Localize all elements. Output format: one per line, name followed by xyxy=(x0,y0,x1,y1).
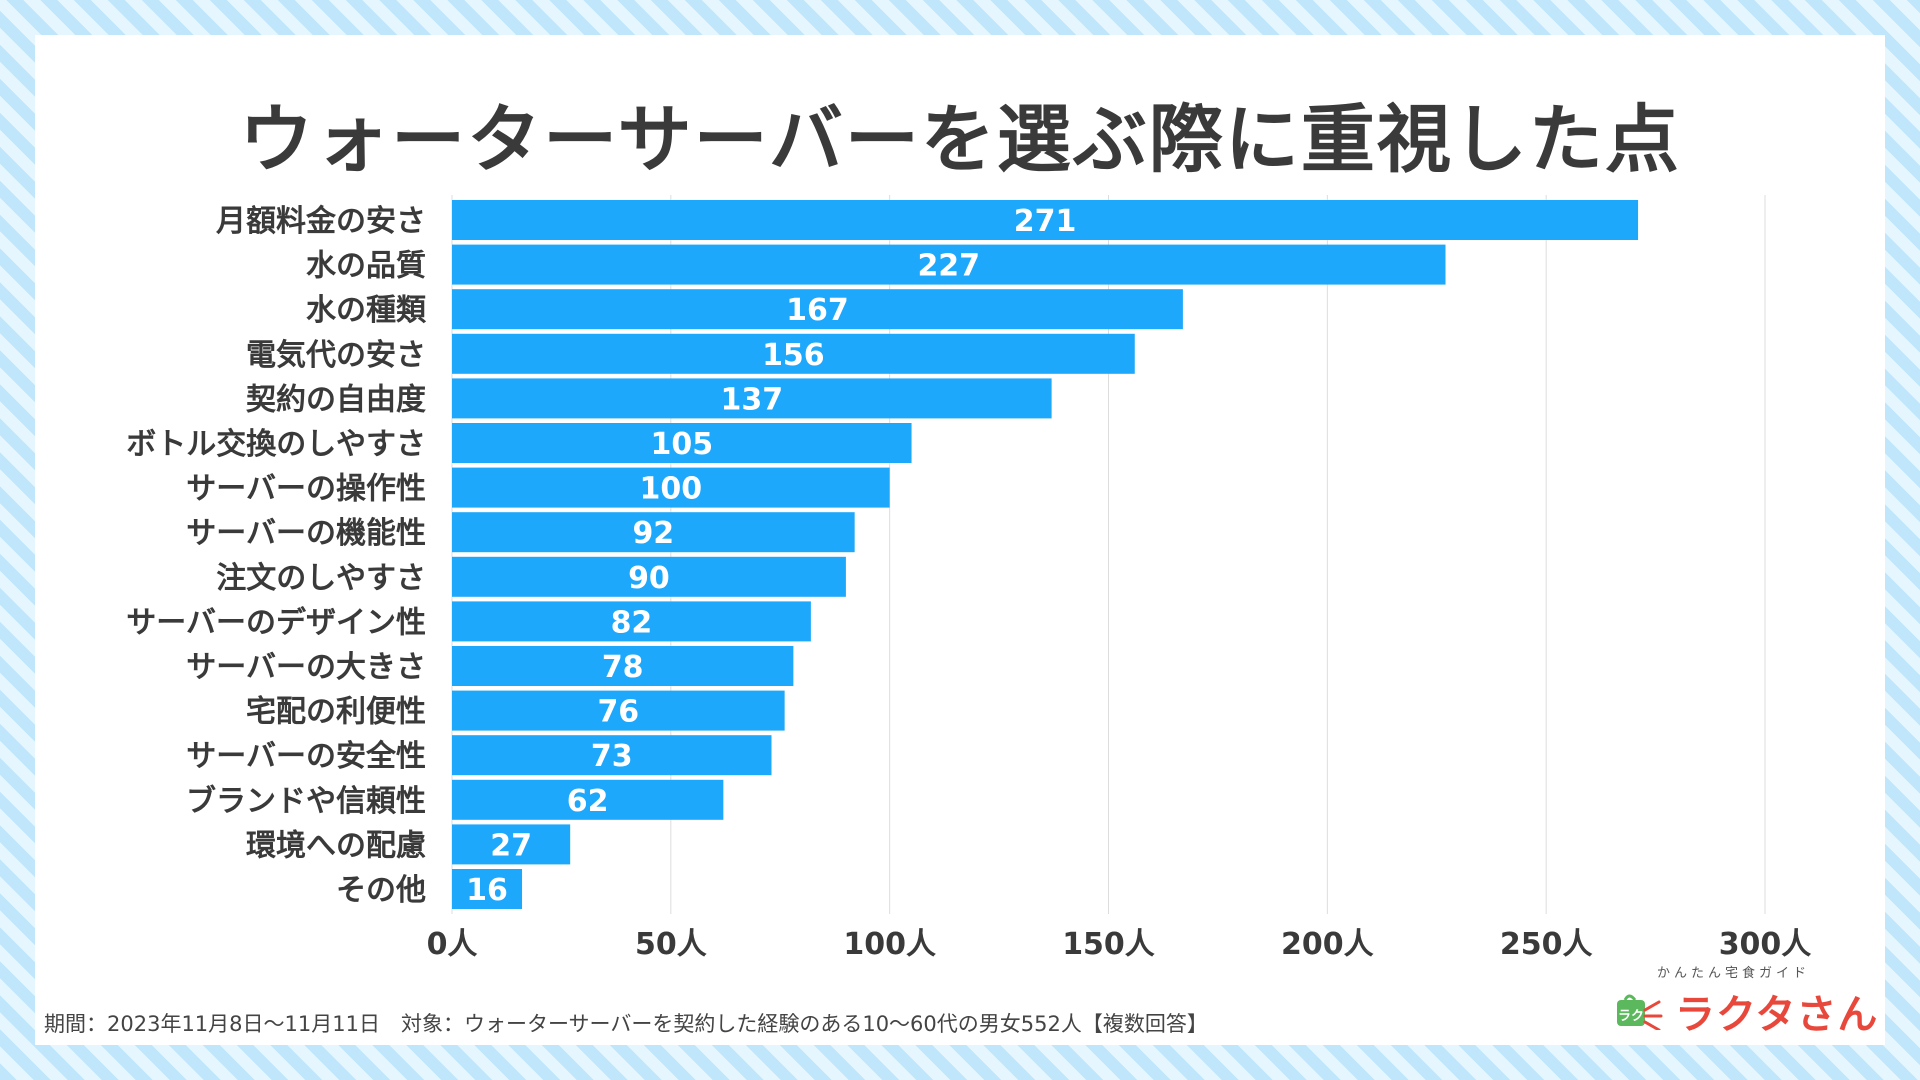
bar xyxy=(452,289,1183,330)
logo-tagline: かんたん宅食ガイド xyxy=(1657,966,1811,981)
bar xyxy=(452,601,811,642)
bar xyxy=(452,690,785,731)
x-tick-label: 250人 xyxy=(1500,927,1593,962)
category-label: サーバーの大きさ xyxy=(186,650,426,685)
value-label: 227 xyxy=(917,249,980,284)
bar xyxy=(452,512,855,553)
category-label: ブランドや信頼性 xyxy=(186,784,426,819)
value-label: 78 xyxy=(602,650,644,685)
bar xyxy=(452,735,772,776)
value-label: 105 xyxy=(650,427,713,462)
category-label: サーバーの操作性 xyxy=(186,472,426,507)
category-label: その他 xyxy=(336,873,426,908)
x-tick-label: 0人 xyxy=(427,927,478,962)
value-label: 16 xyxy=(466,873,508,908)
x-tick-label: 50人 xyxy=(635,927,707,962)
category-label: 水の種類 xyxy=(306,293,427,328)
value-label: 82 xyxy=(611,605,653,640)
category-label: 契約の自由度 xyxy=(246,382,426,417)
category-label: サーバーの安全性 xyxy=(186,739,426,774)
value-label: 100 xyxy=(640,472,703,507)
x-tick-label: 300人 xyxy=(1719,927,1812,962)
category-label: 月額料金の安さ xyxy=(216,204,426,239)
bar xyxy=(452,378,1052,419)
value-label: 137 xyxy=(720,382,783,417)
chart-title: ウォーターサーバーを選ぶ際に重視した点 xyxy=(239,97,1681,183)
logo-icon-text: ラク xyxy=(1618,1009,1644,1024)
shopping-bag-icon: ラク xyxy=(1617,994,1663,1030)
category-label: 電気代の安さ xyxy=(246,338,426,373)
value-label: 27 xyxy=(490,828,532,863)
category-label: 水の品質 xyxy=(306,249,426,284)
raku-ta-san-logo: かんたん宅食ガイド ラク ラクタさん xyxy=(1615,960,1877,1038)
category-label: サーバーの機能性 xyxy=(186,516,426,551)
bar xyxy=(452,646,794,686)
x-tick-label: 100人 xyxy=(843,927,936,962)
category-label: サーバーのデザイン性 xyxy=(126,605,426,640)
bar xyxy=(452,333,1135,374)
bar xyxy=(452,423,912,463)
value-label: 167 xyxy=(786,293,849,328)
category-label: 環境への配慮 xyxy=(246,828,426,863)
logo-name: ラクタさん xyxy=(1675,992,1879,1038)
x-tick-label: 200人 xyxy=(1281,927,1374,962)
value-label: 92 xyxy=(632,516,674,551)
bar xyxy=(452,779,724,820)
category-label: 注文のしやすさ xyxy=(216,561,426,596)
value-label: 90 xyxy=(628,561,670,596)
bar xyxy=(452,244,1446,285)
category-label: ボトル交換のしやすさ xyxy=(126,427,426,462)
value-label: 73 xyxy=(591,739,633,774)
value-label: 271 xyxy=(1014,204,1077,239)
category-label: 宅配の利便性 xyxy=(246,695,426,730)
value-label: 156 xyxy=(762,338,825,373)
value-label: 76 xyxy=(597,695,639,730)
x-tick-label: 150人 xyxy=(1062,927,1155,962)
bar xyxy=(452,824,571,865)
value-label: 62 xyxy=(567,784,609,819)
bar xyxy=(452,869,523,909)
footnote: 期間：2023年11月8日〜11月11日 対象：ウォーターサーバーを契約した経験… xyxy=(44,1012,1208,1036)
bar xyxy=(452,556,846,597)
bar xyxy=(452,200,1639,240)
bar xyxy=(452,467,890,508)
